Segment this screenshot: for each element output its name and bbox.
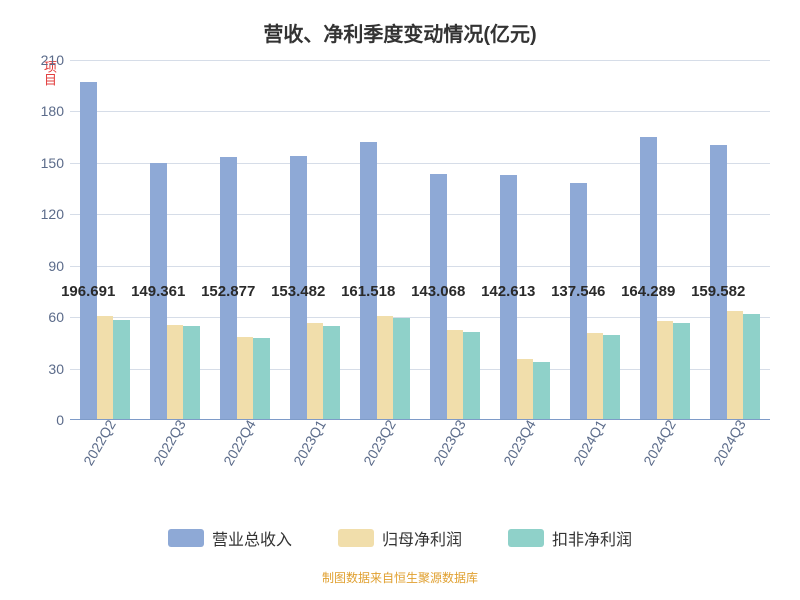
y-tick: 120 [30,206,64,222]
legend-item: 营业总收入 [168,526,292,550]
y-tick: 30 [30,361,64,377]
y-tick: 0 [30,412,64,428]
bar [570,183,587,419]
bar [80,82,97,419]
chart-title: 营收、净利季度变动情况(亿元) [0,0,800,47]
bar [237,337,254,419]
legend-item: 扣非净利润 [508,526,632,550]
bar [533,362,550,419]
bar [307,323,324,419]
bar-value-label: 153.482 [271,283,325,300]
bar [640,137,657,419]
y-tick: 60 [30,309,64,325]
legend-swatch [508,529,544,547]
x-tick: 2023Q2 [360,417,399,468]
legend-swatch [338,529,374,547]
gridline [70,266,770,267]
bar-value-label: 149.361 [131,283,185,300]
bar [743,314,760,419]
bar [377,316,394,419]
gridline [70,163,770,164]
bar-value-label: 161.518 [341,283,395,300]
bar [183,326,200,419]
bar [673,323,690,419]
footer-note: 制图数据来自恒生聚源数据库 [0,569,800,586]
y-tick: 210 [30,52,64,68]
x-tick: 2022Q2 [80,417,119,468]
x-tick: 2024Q3 [710,417,749,468]
x-tick: 2022Q4 [220,417,259,468]
bar-value-label: 196.691 [61,283,115,300]
bar [603,335,620,419]
legend-swatch [168,529,204,547]
legend: 营业总收入 归母净利润 扣非净利润 [0,526,800,550]
bar [447,330,464,419]
bar [323,326,340,419]
y-tick: 90 [30,258,64,274]
gridline [70,60,770,61]
bar [167,325,184,419]
bar [657,321,674,419]
gridline [70,214,770,215]
plot-area: 0306090120150180210196.6912022Q2149.3612… [70,60,770,420]
x-tick: 2024Q1 [570,417,609,468]
x-tick: 2022Q3 [150,417,189,468]
bar-value-label: 143.068 [411,283,465,300]
bar [463,332,480,419]
gridline [70,317,770,318]
bar-value-label: 137.546 [551,283,605,300]
bar [253,338,270,419]
bar [587,333,604,419]
y-tick: 180 [30,103,64,119]
bar [517,359,534,419]
y-tick: 150 [30,155,64,171]
bar-value-label: 159.582 [691,283,745,300]
legend-label: 归母净利润 [382,526,462,550]
bar-value-label: 164.289 [621,283,675,300]
x-tick: 2023Q3 [430,417,469,468]
x-tick: 2023Q4 [500,417,539,468]
bar [113,320,130,419]
bar-value-label: 142.613 [481,283,535,300]
legend-label: 扣非净利润 [552,526,632,550]
bar [360,142,377,419]
legend-label: 营业总收入 [212,526,292,550]
legend-item: 归母净利润 [338,526,462,550]
bar [393,318,410,419]
bar [97,316,114,419]
x-tick: 2023Q1 [290,417,329,468]
bar-value-label: 152.877 [201,283,255,300]
bar [727,311,744,419]
gridline [70,111,770,112]
x-tick: 2024Q2 [640,417,679,468]
